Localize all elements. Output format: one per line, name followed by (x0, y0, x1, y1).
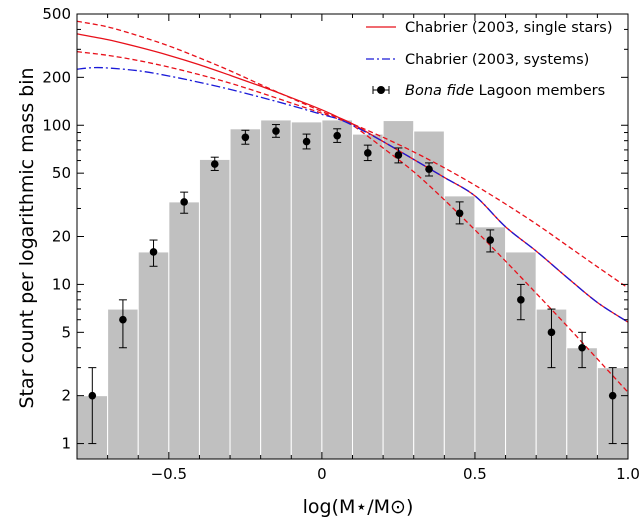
data-point-3 (180, 198, 188, 206)
y-tick-label-6: 100 (42, 116, 71, 134)
histogram-bar-14 (505, 251, 537, 460)
x-axis-label: log(M⋆/M⊙) (303, 496, 414, 518)
histogram-bar-10 (382, 120, 415, 460)
member-point-15 (547, 308, 556, 369)
member-point-8 (333, 128, 342, 143)
histogram-bar-5 (229, 128, 262, 460)
data-point-2 (149, 248, 158, 256)
x-tick-label-2: 0.5 (463, 465, 487, 483)
member-point-9 (363, 144, 372, 162)
histogram-bar-4 (198, 158, 231, 460)
histogram-bar-9 (352, 133, 384, 460)
y-tick-label-0: 1 (61, 435, 71, 453)
model-curves (76, 20, 629, 393)
data-point-15 (547, 328, 556, 337)
legend-label-systems: Chabrier (2003, systems) (405, 52, 589, 68)
member-point-16 (578, 331, 587, 369)
y-tick-label-5: 50 (52, 164, 71, 182)
x-tick-label-3: 1.0 (616, 465, 639, 483)
y-tick-label-4: 20 (52, 228, 71, 246)
data-point-16 (578, 343, 586, 352)
y-tick-label-3: 10 (52, 275, 71, 293)
legend-label-members: Bona fide Lagoon members (405, 83, 605, 99)
histogram-bar-7 (290, 121, 323, 460)
member-point-10 (394, 147, 403, 164)
legend-swatch-members (372, 86, 390, 94)
data-point-7 (302, 137, 311, 146)
data-point-11 (425, 165, 433, 173)
member-point-14 (516, 283, 525, 321)
member-point-13 (486, 229, 495, 253)
data-point-5 (241, 133, 250, 142)
y-axis-label: Star count per logarithmic mass bin (16, 67, 38, 408)
member-point-6 (271, 124, 280, 138)
curve-3 (76, 66, 629, 323)
member-point-4 (210, 156, 219, 171)
x-tick-label-1: 0 (317, 465, 327, 483)
member-point-5 (241, 129, 250, 145)
member-point-7 (302, 133, 311, 150)
legend: Chabrier (2003, single stars) Chabrier (… (366, 20, 613, 99)
y-tick-label-7: 200 (42, 68, 71, 86)
data-point-12 (455, 209, 464, 218)
histogram-bar-11 (413, 130, 445, 460)
histogram-bars (76, 119, 629, 460)
curve-1 (76, 20, 629, 289)
data-point-13 (486, 236, 495, 244)
member-point-1 (118, 299, 127, 349)
member-points (88, 124, 617, 445)
data-point-10 (394, 151, 403, 159)
curve-0 (76, 33, 629, 323)
data-point-6 (272, 127, 280, 135)
member-point-11 (425, 162, 434, 177)
legend-label-single-stars: Chabrier (2003, single stars) (405, 20, 613, 36)
axis-ticks: −0.5 0 0.5 1.0 1 2 5 10 20 50 100 200 500 (42, 5, 639, 483)
histogram-bar-3 (168, 201, 200, 460)
data-point-8 (333, 131, 341, 140)
member-point-3 (180, 191, 189, 214)
data-point-9 (364, 149, 372, 157)
data-point-1 (119, 315, 127, 324)
data-point-14 (517, 296, 525, 304)
data-point-0 (88, 391, 97, 400)
histogram-bar-8 (321, 119, 353, 460)
member-point-0 (88, 367, 97, 445)
data-point-17 (608, 391, 617, 400)
y-tick-label-1: 2 (61, 387, 71, 405)
y-tick-label-8: 500 (42, 5, 71, 23)
member-point-17 (608, 367, 617, 445)
data-point-4 (210, 160, 219, 168)
histogram-bar-13 (474, 226, 507, 460)
histogram-bar-6 (260, 119, 292, 460)
y-tick-label-2: 5 (61, 323, 71, 341)
member-point-12 (455, 201, 464, 225)
histogram-bar-12 (443, 195, 476, 460)
histogram-bar-2 (137, 251, 170, 460)
member-point-2 (149, 239, 158, 267)
x-tick-label-0: −0.5 (151, 465, 187, 483)
